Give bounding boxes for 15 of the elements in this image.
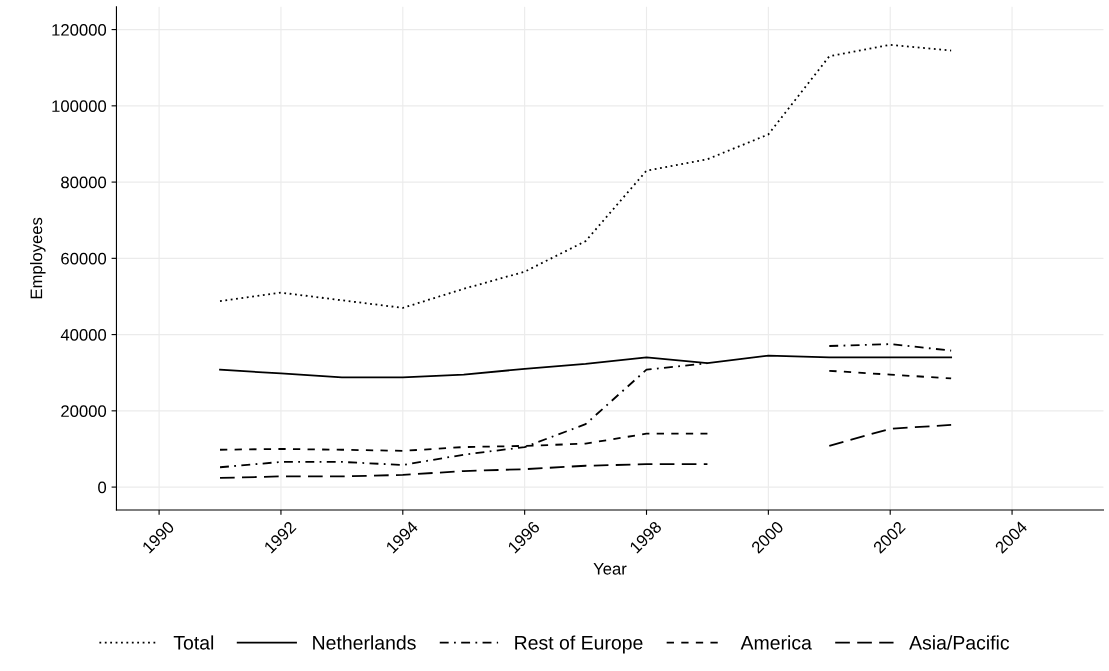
legend-label: Total — [173, 635, 214, 650]
legend-label: Rest of Europe — [515, 635, 643, 654]
y-tick-label: 80000 — [61, 176, 107, 189]
y-tick-label: 100000 — [52, 100, 107, 113]
legend-label: Netherlands — [313, 635, 416, 650]
y-tick-label: 40000 — [60, 328, 107, 341]
x-axis-title: Year — [593, 563, 627, 575]
y-tick-label: 0 — [98, 481, 107, 494]
y-tick-label: 120000 — [52, 23, 107, 36]
y-tick-label: 20000 — [61, 405, 107, 418]
legend-label: Asia/Pacific — [909, 635, 1010, 650]
legend-label: America — [740, 635, 812, 650]
y-tick-label: 60000 — [61, 252, 107, 265]
line-series — [219, 43, 953, 309]
y-axis-title: Employees — [30, 217, 46, 299]
